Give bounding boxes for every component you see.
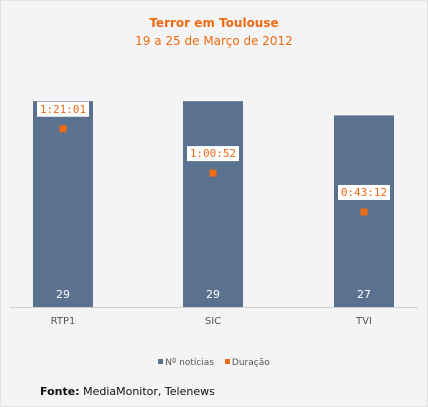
bar-sic xyxy=(183,101,243,308)
duration-point-rtp1 xyxy=(59,125,67,133)
source-label: Fonte: xyxy=(40,385,80,398)
legend-swatch-duracao xyxy=(224,359,230,364)
chart-legend: Nº notícias Duração xyxy=(0,358,428,368)
chart-subtitle: 19 a 25 de Março de 2012 xyxy=(135,34,293,48)
duration-label: 1:21:01 xyxy=(40,103,86,116)
bar-value-label: 29 xyxy=(56,288,70,301)
legend-label-duracao: Duração xyxy=(231,358,270,368)
bar-value-label: 27 xyxy=(357,288,371,301)
legend-swatch-noticias xyxy=(158,359,164,364)
duration-point-sic xyxy=(209,169,217,177)
duration-label: 0:43:12 xyxy=(341,186,387,199)
bar-rtp1 xyxy=(33,101,93,308)
source-note: Fonte: MediaMonitor, Telenews xyxy=(40,385,215,398)
bar-value-label: 29 xyxy=(206,288,220,301)
chart-plot: 29 RTP1 1:21:01 29 SIC 1:00:52 27 TVI 0:43:12 xyxy=(10,101,418,327)
legend-item-noticias: Nº notícias xyxy=(158,358,214,368)
x-tick-label: SIC xyxy=(205,316,221,327)
legend-item-duracao: Duração xyxy=(224,358,270,368)
duration-point-tvi xyxy=(360,208,368,216)
duration-label: 1:00:52 xyxy=(190,147,236,160)
x-tick-label: TVI xyxy=(355,316,372,327)
duration-label-box xyxy=(37,101,89,117)
duration-label-box xyxy=(187,146,239,162)
x-tick-label: RTP1 xyxy=(51,316,76,327)
chart-title: Terror em Toulouse xyxy=(149,16,279,30)
source-text: MediaMonitor, Telenews xyxy=(79,385,215,398)
legend-label-noticias: Nº notícias xyxy=(165,358,215,368)
duration-label-box xyxy=(338,184,390,200)
